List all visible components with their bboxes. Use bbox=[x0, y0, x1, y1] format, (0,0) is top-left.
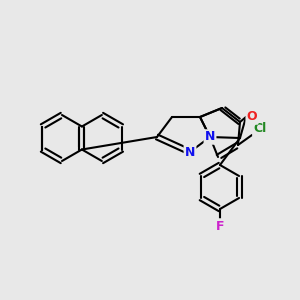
Text: F: F bbox=[216, 220, 224, 232]
Text: N: N bbox=[185, 146, 195, 158]
Text: Cl: Cl bbox=[254, 122, 267, 136]
Text: N: N bbox=[205, 130, 215, 143]
Text: O: O bbox=[247, 110, 257, 124]
